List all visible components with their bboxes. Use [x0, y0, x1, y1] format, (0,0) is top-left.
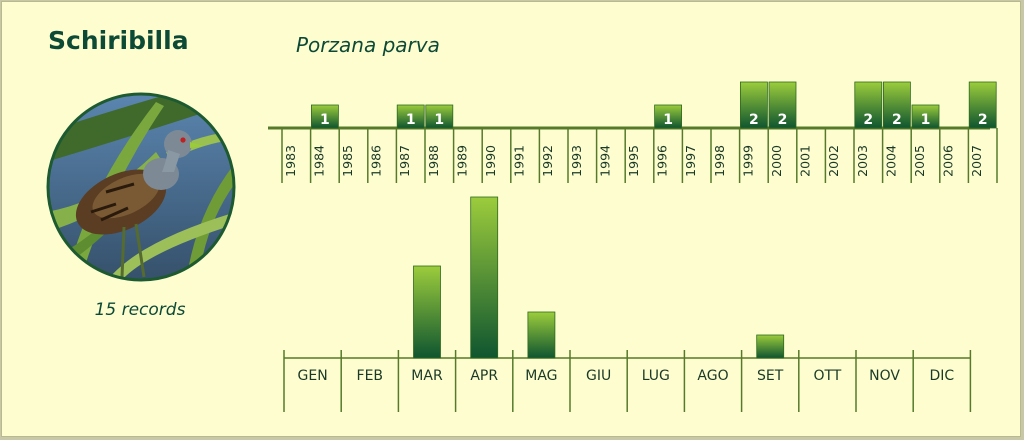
year-tick-label: 2005: [912, 145, 927, 177]
year-bar: [310, 104, 339, 129]
year-tick-label: 1983: [283, 145, 298, 177]
year-tick-label: 1992: [540, 145, 555, 177]
month-tick-label: AGO: [697, 368, 728, 384]
month-tick-label: APR: [470, 368, 498, 384]
year-tick-label: 2004: [883, 145, 898, 177]
year-tick-label: 1999: [740, 145, 755, 177]
month-bar: [756, 334, 785, 359]
year-bar: [425, 104, 454, 129]
month-tick-label: MAR: [411, 368, 443, 384]
year-tick-label: 1996: [655, 145, 670, 177]
year-tick-label: 1994: [597, 145, 612, 177]
month-tick-label: SET: [757, 368, 784, 384]
year-tick-label: 1986: [369, 145, 384, 177]
year-bar: [911, 104, 940, 129]
year-tick-label: 2001: [798, 145, 813, 177]
year-bar-value: 2: [778, 112, 788, 128]
year-tick-label: 1988: [426, 145, 441, 177]
year-tick-label: 2002: [826, 145, 841, 177]
year-bar-value: 1: [663, 112, 673, 128]
year-tick-label: 2003: [855, 145, 870, 177]
year-tick-label: 1990: [483, 145, 498, 177]
year-tick-label: 1991: [512, 145, 527, 177]
year-bar-value: 1: [434, 112, 444, 128]
month-tick-label: DIC: [929, 368, 954, 384]
year-bar-value: 1: [921, 112, 931, 128]
year-tick-label: 1987: [397, 145, 412, 177]
year-tick-label: 1997: [683, 145, 698, 177]
month-bar: [527, 311, 556, 359]
year-tick-label: 1989: [454, 145, 469, 177]
year-tick-label: 1993: [569, 145, 584, 177]
year-bar: [740, 81, 768, 129]
year-bar-value: 1: [320, 112, 330, 128]
year-bar: [396, 104, 425, 129]
month-tick-label: GIU: [586, 368, 611, 384]
year-bar: [968, 81, 997, 129]
monthly-records-chart: GEN FEB MAR APR MAG GIU LUG AGO SET OTT NOV DIC: [283, 196, 972, 412]
year-tick-label: 2007: [969, 145, 984, 177]
year-bar: [883, 81, 911, 129]
month-tick-label: OTT: [813, 368, 841, 384]
species-scientific-name: Porzana parva: [296, 33, 440, 57]
records-count: 15 records: [94, 300, 186, 320]
month-tick-label: MAG: [525, 368, 557, 384]
month-tick-label: GEN: [298, 368, 328, 384]
bird-photo: [46, 92, 236, 282]
year-bar-value: 2: [863, 112, 873, 128]
yearly-records-chart: 1983 1 1984 1985 1986 1 1987 1 1988 1989 1990 1991 1…: [268, 81, 998, 183]
year-bar-value: 1: [406, 112, 416, 128]
species-common-name: Schiribilla: [48, 26, 189, 55]
year-tick-label: 1984: [311, 145, 326, 177]
month-bar: [413, 265, 441, 359]
year-bar-value: 2: [749, 112, 759, 128]
year-bar: [854, 81, 883, 129]
month-tick-label: NOV: [869, 368, 900, 384]
year-bar-value: 2: [978, 112, 988, 128]
month-bar: [470, 196, 499, 359]
year-bar-value: 2: [892, 112, 902, 128]
year-tick-label: 2000: [769, 145, 784, 177]
year-bar: [654, 104, 682, 129]
month-tick-label: FEB: [357, 368, 384, 384]
year-tick-label: 2006: [941, 145, 956, 177]
year-tick-label: 1995: [626, 145, 641, 177]
year-bar: [768, 81, 797, 129]
month-tick-label: LUG: [642, 368, 670, 384]
year-tick-label: 1998: [712, 145, 727, 177]
year-tick-label: 1985: [340, 145, 355, 177]
